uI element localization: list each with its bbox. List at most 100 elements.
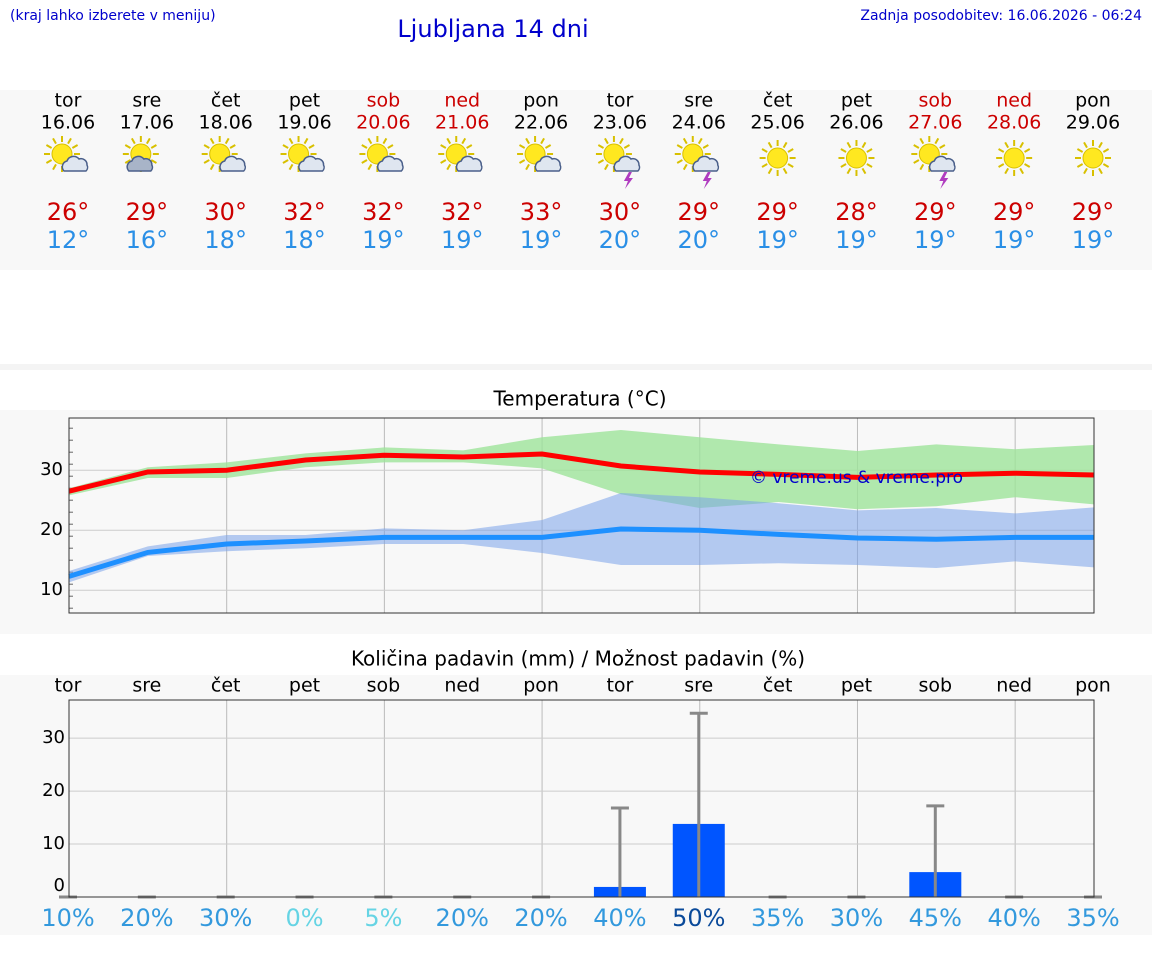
day-name: ned <box>996 90 1032 112</box>
day-name: čet <box>211 90 241 112</box>
weather-icon <box>517 136 562 172</box>
weather-icon <box>759 140 796 176</box>
sun <box>682 143 704 165</box>
sun-ray <box>367 137 373 145</box>
y-tick-label: 30 <box>42 727 65 748</box>
weather-icon <box>438 136 483 172</box>
sun-ray <box>1102 148 1110 153</box>
sun-ray <box>682 163 688 171</box>
temp-high: 32° <box>362 198 405 226</box>
sun-ray <box>71 144 79 149</box>
sun-ray <box>525 137 530 145</box>
weather-icon <box>280 136 325 172</box>
sun <box>51 143 73 165</box>
sun <box>209 143 231 165</box>
sun-ray <box>525 163 530 171</box>
temp-low: 19° <box>1072 226 1115 254</box>
sun-ray <box>1102 163 1110 168</box>
sun-ray <box>544 144 552 149</box>
sun-ray <box>361 144 368 149</box>
y-tick-label: 10 <box>42 833 65 854</box>
sun-ray <box>1083 167 1088 175</box>
sun-ray <box>702 144 709 149</box>
sun-ray <box>446 163 452 171</box>
temp-high: 29° <box>1072 198 1115 226</box>
weather-icon <box>359 136 404 172</box>
precip-chance: 45% <box>909 904 962 932</box>
temp-high: 32° <box>283 198 326 226</box>
sun-ray <box>1019 141 1025 149</box>
temp-high: 33° <box>520 198 563 226</box>
day-date: 21.06 <box>435 112 489 134</box>
weather-icon <box>201 136 246 172</box>
sun-ray <box>919 163 925 171</box>
sun-ray <box>1024 148 1031 153</box>
sun-ray <box>861 167 867 175</box>
sun-ray <box>1024 163 1031 168</box>
watermark: © vreme.us & vreme.pro <box>750 468 963 488</box>
day-name: pet <box>841 675 872 697</box>
weather-icon <box>911 136 956 189</box>
sun-ray <box>1004 167 1010 175</box>
sun-ray <box>288 137 294 145</box>
weather-icon <box>996 140 1033 176</box>
day-name: sob <box>367 675 401 697</box>
sun <box>767 147 789 169</box>
sun <box>366 143 388 165</box>
precip-chance: 5% <box>364 904 402 932</box>
lightning <box>623 172 633 189</box>
lightning <box>939 172 949 189</box>
weather-icon <box>674 136 720 189</box>
sun-ray <box>150 159 157 164</box>
precip-chance: 50% <box>672 904 725 932</box>
temp-high: 29° <box>756 198 799 226</box>
sun-ray <box>209 163 215 171</box>
sun-ray <box>303 137 309 145</box>
range-band <box>69 493 1094 583</box>
sun-ray <box>840 148 847 153</box>
temp-high: 28° <box>835 198 878 226</box>
temp-low: 16° <box>126 226 169 254</box>
day-name: tor <box>55 90 82 112</box>
separator <box>0 364 1152 370</box>
sun-ray <box>1083 141 1088 149</box>
sun <box>918 143 940 165</box>
day-date: 25.06 <box>750 112 804 134</box>
sun-ray <box>998 148 1005 153</box>
cloud <box>455 155 483 172</box>
sun-ray <box>518 159 526 164</box>
day-date: 26.06 <box>829 112 883 134</box>
sun-ray <box>52 137 57 145</box>
sun-ray <box>518 144 526 149</box>
day-name: pet <box>289 90 320 112</box>
sun-ray <box>913 159 920 164</box>
precip-chance: 35% <box>751 904 804 932</box>
day-date: 27.06 <box>908 112 962 134</box>
sun-ray <box>466 144 473 149</box>
sun-ray <box>145 137 151 145</box>
precip-chance: 40% <box>593 904 646 932</box>
sun-ray <box>787 148 794 153</box>
sun-ray <box>1004 141 1010 149</box>
sun-ray <box>288 163 294 171</box>
day-date: 20.06 <box>356 112 410 134</box>
temp-low: 19° <box>520 226 563 254</box>
menu-hint: (kraj lahko izberete v meniju) <box>10 8 216 24</box>
sun-ray <box>767 167 773 175</box>
day-date: 29.06 <box>1066 112 1120 134</box>
temp-line <box>68 451 1095 494</box>
precip-chance: 30% <box>199 904 252 932</box>
sun-ray <box>767 141 773 149</box>
sun-ray <box>282 159 289 164</box>
sun-ray <box>682 137 688 145</box>
cloud <box>613 155 641 172</box>
weather-icon <box>595 136 641 189</box>
sun-ray <box>382 137 388 145</box>
sun-ray <box>866 148 873 153</box>
cloud <box>692 155 720 172</box>
day-name: čet <box>763 675 793 697</box>
temp-high: 32° <box>441 198 484 226</box>
temp-low: 19° <box>835 226 878 254</box>
temp-low: 19° <box>362 226 405 254</box>
